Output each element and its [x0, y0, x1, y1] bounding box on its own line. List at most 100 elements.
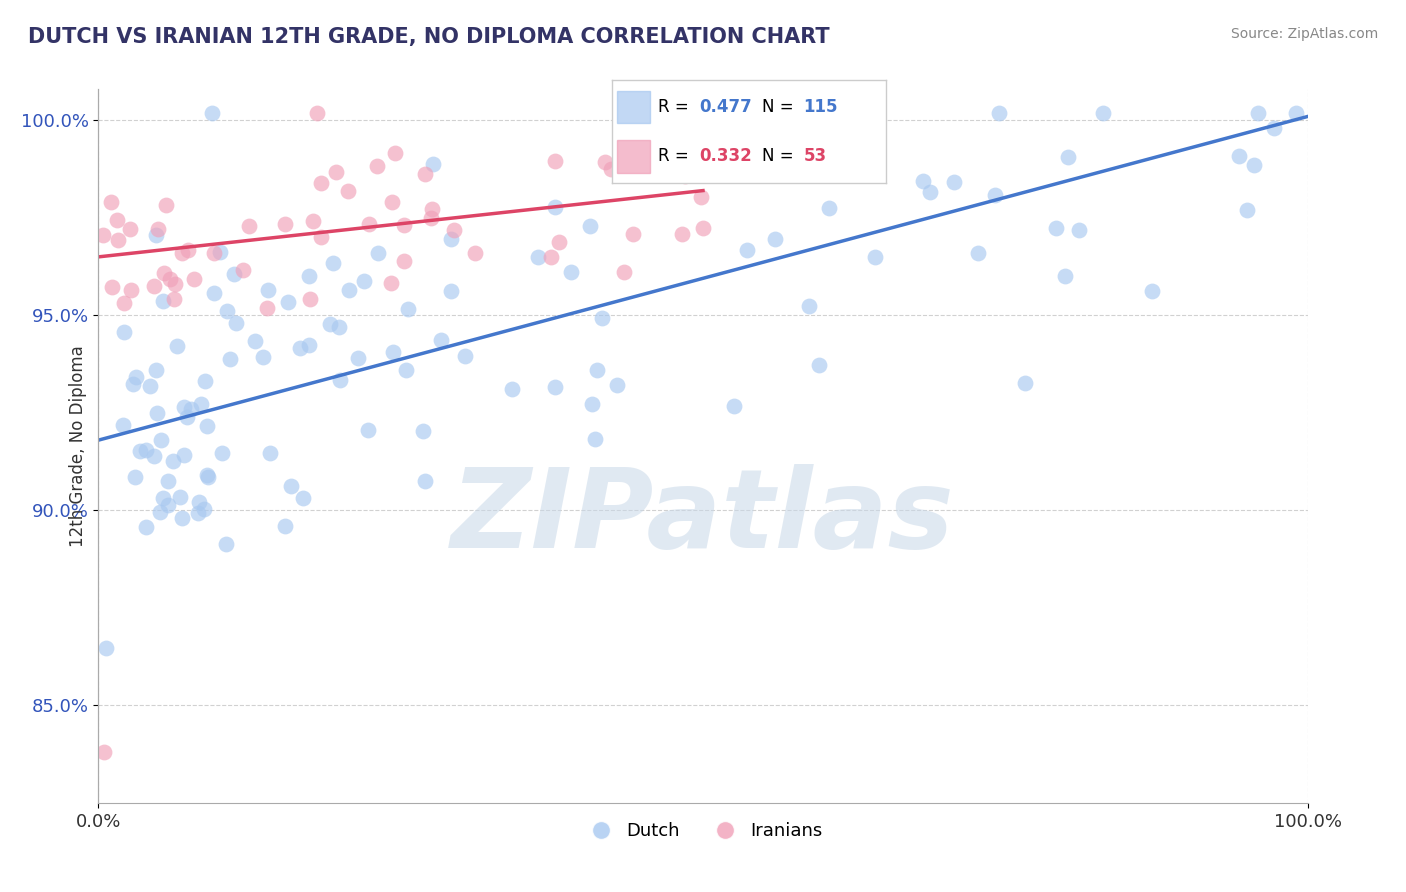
Dutch: [560, 264, 582, 278]
Dutch: [357, 423, 380, 437]
Dutch: [866, 105, 889, 120]
Dutch: [863, 250, 886, 264]
Dutch: [797, 299, 820, 313]
Iranians: [420, 202, 443, 217]
Dutch: [987, 105, 1010, 120]
Dutch: [215, 537, 238, 551]
Dutch: [749, 105, 772, 120]
Dutch: [322, 256, 344, 270]
Dutch: [1236, 202, 1258, 217]
Dutch: [259, 446, 281, 460]
Text: DUTCH VS IRANIAN 12TH GRADE, NO DIPLOMA CORRELATION CHART: DUTCH VS IRANIAN 12TH GRADE, NO DIPLOMA …: [28, 27, 830, 46]
Dutch: [396, 301, 419, 316]
Dutch: [1091, 105, 1114, 120]
Iranians: [540, 250, 562, 264]
Dutch: [173, 448, 195, 462]
Dutch: [591, 311, 613, 326]
Iranians: [548, 235, 571, 249]
Dutch: [543, 380, 565, 394]
Dutch: [135, 519, 157, 533]
Dutch: [1056, 150, 1078, 164]
Dutch: [440, 232, 463, 246]
Text: N =: N =: [762, 147, 799, 165]
Text: R =: R =: [658, 147, 695, 165]
Iranians: [366, 159, 388, 173]
Dutch: [124, 470, 146, 484]
Iranians: [692, 221, 714, 235]
Dutch: [193, 502, 215, 516]
Dutch: [277, 295, 299, 310]
Dutch: [162, 454, 184, 468]
Bar: [617, 91, 650, 123]
Dutch: [143, 450, 166, 464]
Iranians: [153, 266, 176, 280]
Iranians: [309, 176, 332, 190]
Dutch: [152, 294, 174, 309]
Dutch: [319, 317, 342, 331]
Iranians: [443, 223, 465, 237]
Iranians: [100, 194, 122, 209]
Iranians: [112, 296, 135, 310]
Iranians: [163, 292, 186, 306]
Dutch: [156, 498, 179, 512]
Dutch: [328, 320, 350, 334]
Dutch: [291, 491, 314, 505]
Dutch: [202, 286, 225, 301]
Dutch: [1285, 105, 1308, 120]
Dutch: [201, 105, 224, 120]
Iranians: [118, 222, 141, 236]
Iranians: [146, 221, 169, 235]
Dutch: [983, 187, 1005, 202]
Dutch: [157, 475, 180, 489]
Iranians: [238, 219, 260, 234]
Dutch: [208, 244, 231, 259]
Iranians: [600, 162, 623, 177]
Bar: [617, 140, 650, 173]
Iranians: [673, 169, 696, 183]
Dutch: [581, 397, 603, 411]
Dutch: [121, 376, 143, 391]
Dutch: [347, 351, 370, 365]
Text: 0.477: 0.477: [699, 98, 752, 116]
Dutch: [329, 373, 352, 387]
Iranians: [689, 190, 711, 204]
Dutch: [187, 506, 209, 520]
Iranians: [105, 212, 128, 227]
Iranians: [91, 227, 114, 242]
Text: 0.332: 0.332: [699, 147, 752, 165]
Dutch: [243, 334, 266, 348]
Iranians: [419, 211, 441, 225]
Dutch: [382, 345, 405, 359]
Dutch: [222, 267, 245, 281]
Dutch: [149, 433, 172, 447]
Iranians: [107, 233, 129, 247]
Dutch: [188, 495, 211, 509]
Text: 115: 115: [804, 98, 838, 116]
Iranians: [101, 279, 124, 293]
Iranians: [299, 293, 322, 307]
Dutch: [172, 511, 194, 525]
Dutch: [145, 227, 167, 242]
Dutch: [1263, 121, 1285, 136]
Iranians: [311, 230, 333, 244]
Dutch: [195, 418, 218, 433]
Iranians: [93, 745, 115, 759]
Iranians: [177, 243, 200, 257]
Iranians: [381, 195, 404, 210]
Dutch: [412, 424, 434, 438]
Dutch: [215, 304, 238, 318]
Dutch: [112, 325, 135, 339]
Dutch: [501, 382, 523, 396]
Iranians: [671, 227, 693, 242]
Iranians: [232, 263, 254, 277]
Iranians: [159, 271, 181, 285]
Dutch: [176, 410, 198, 425]
Dutch: [440, 284, 463, 298]
Dutch: [395, 363, 418, 377]
Iranians: [305, 105, 328, 120]
Dutch: [422, 157, 444, 171]
Dutch: [146, 406, 169, 420]
Iranians: [155, 198, 177, 212]
Dutch: [911, 174, 934, 188]
Dutch: [135, 443, 157, 458]
